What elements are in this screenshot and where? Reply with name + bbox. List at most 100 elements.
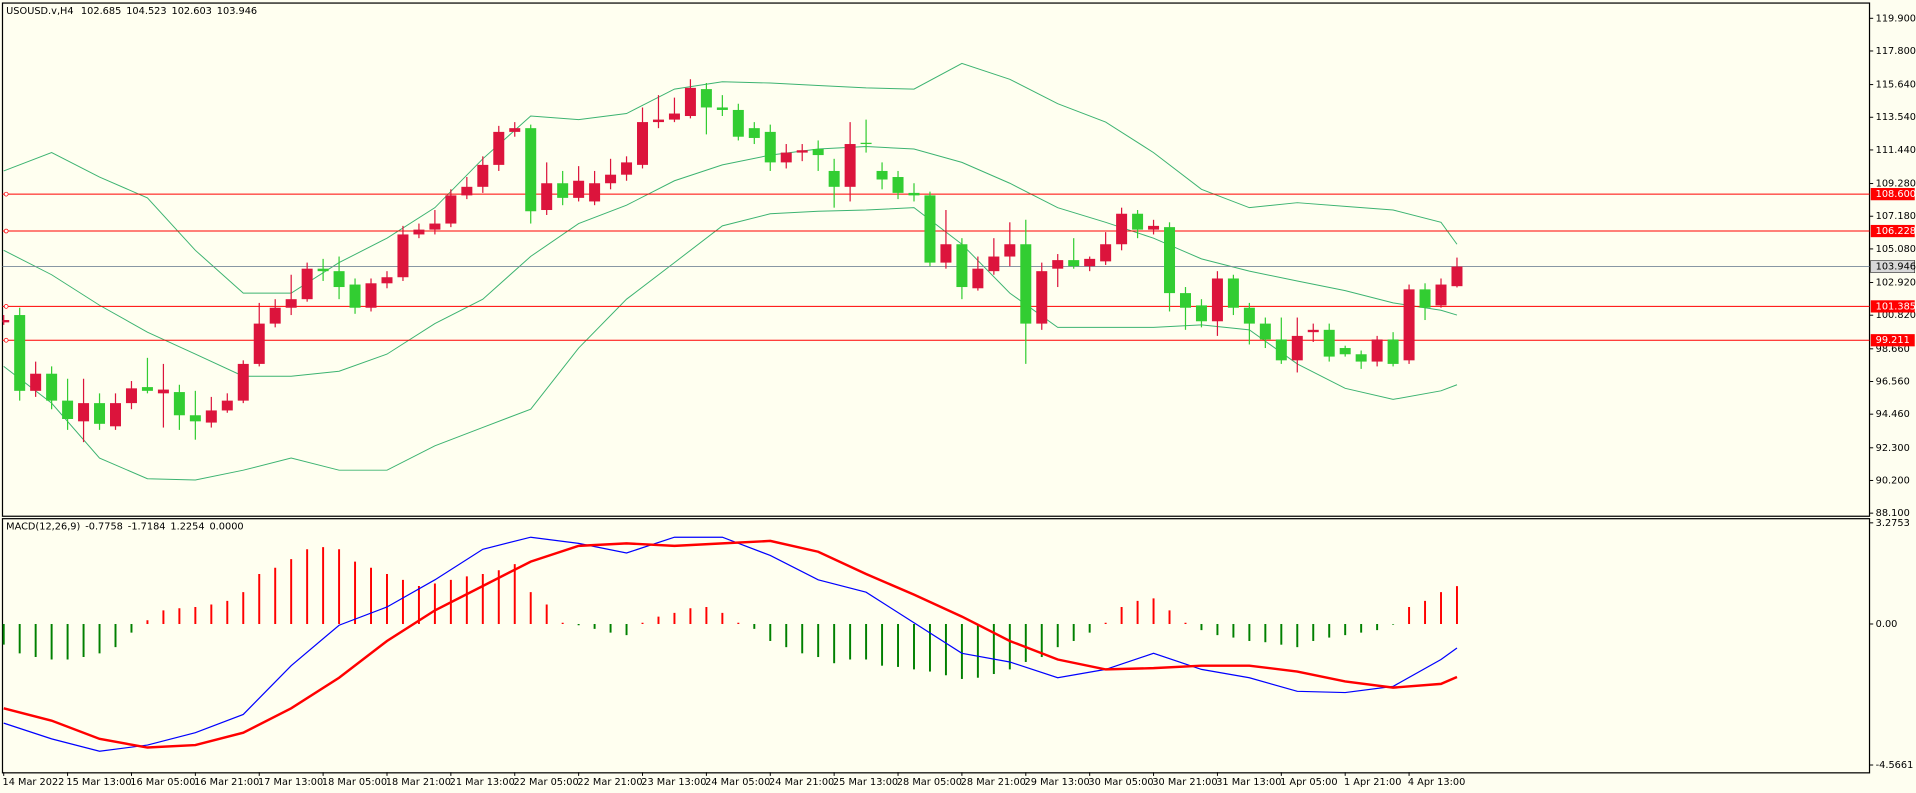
x-tick-label: 28 Mar 21:00 — [961, 777, 1026, 788]
macd-line — [3, 539, 1458, 749]
y-tick-label: 102.920 — [1876, 278, 1916, 289]
x-tick-label: 23 Mar 13:00 — [641, 777, 706, 788]
candle-body — [1339, 348, 1351, 355]
candle-body — [173, 392, 185, 416]
y-tick-label: 119.900 — [1876, 13, 1916, 24]
level-handle — [3, 337, 9, 343]
macd-line — [3, 536, 1458, 752]
x-tick-label: 15 Mar 13:00 — [66, 777, 131, 788]
candle-body — [621, 162, 633, 175]
candle-body — [589, 183, 601, 202]
candle-body — [237, 363, 249, 401]
candle-body — [285, 299, 297, 308]
y-tick-label: 107.180 — [1876, 211, 1916, 222]
candle-body — [764, 131, 776, 163]
band-line — [3, 207, 1458, 481]
candle-body — [1419, 289, 1431, 308]
candle-body — [684, 87, 696, 117]
candle-body — [205, 410, 217, 423]
candle-body — [780, 152, 792, 163]
candle-body — [317, 268, 329, 272]
level-label-box — [1870, 188, 1915, 201]
candle-body — [652, 119, 664, 123]
candle-body — [2, 320, 10, 323]
candle-body — [573, 180, 585, 198]
candle-body — [1116, 213, 1128, 245]
candle-body — [253, 323, 265, 364]
level-label-box — [1870, 300, 1915, 313]
y-tick-label: 111.440 — [1876, 145, 1916, 156]
y-tick-label: 100.820 — [1876, 310, 1916, 321]
x-tick-label: 1 Apr 05:00 — [1280, 777, 1337, 788]
candle-body — [125, 388, 137, 404]
y-tick-label: 117.800 — [1876, 46, 1916, 57]
level-label-box — [1870, 334, 1915, 347]
candle-body — [988, 256, 1000, 272]
candle-body — [1243, 307, 1255, 324]
candle-body — [1020, 244, 1032, 324]
candle-body — [605, 174, 617, 184]
candle-body — [828, 170, 840, 187]
price-header: USOUSD.v,H4 102.685 104.523 102.603 103.946 — [6, 6, 257, 17]
band-line — [3, 62, 1458, 294]
candle-body — [812, 149, 824, 156]
candle-body — [525, 128, 537, 212]
price-pane — [1, 2, 1871, 517]
x-tick-label: 24 Mar 21:00 — [769, 777, 834, 788]
y-tick-label: 98.660 — [1876, 344, 1910, 355]
x-tick-label: 24 Mar 05:00 — [705, 777, 770, 788]
candle-body — [78, 403, 90, 422]
y-tick-label: 0.00 — [1876, 619, 1898, 630]
x-tick-label: 4 Apr 13:00 — [1408, 777, 1465, 788]
readout: -0.7758 — [85, 522, 123, 533]
candle-body — [956, 244, 968, 288]
x-tick-label: 22 Mar 21:00 — [577, 777, 642, 788]
y-tick-label: 88.100 — [1876, 508, 1910, 519]
candle-body — [1227, 278, 1239, 308]
candle-body — [557, 183, 569, 198]
y-tick-label: 96.560 — [1876, 376, 1910, 387]
candle-body — [1148, 225, 1160, 230]
x-tick-label: 18 Mar 21:00 — [386, 777, 451, 788]
level-label: 108.600 — [1876, 189, 1916, 200]
candle-body — [1132, 213, 1144, 230]
candle-body — [477, 164, 489, 187]
candle-body — [14, 315, 26, 391]
symbol-title: USOUSD.v,H4 — [6, 6, 73, 17]
candle-body — [1403, 289, 1415, 361]
candle-body — [860, 142, 872, 145]
price-label: 103.946 — [1876, 262, 1916, 273]
candle-body — [1259, 323, 1271, 340]
candle-body — [1036, 271, 1048, 324]
candle-body — [637, 122, 649, 165]
candle-body — [1371, 339, 1383, 362]
candle-body — [1164, 227, 1176, 294]
candle-body — [493, 131, 505, 165]
candle-body — [141, 387, 153, 391]
candle-body — [1451, 266, 1463, 287]
candle-body — [1291, 335, 1303, 361]
y-tick-label: 92.300 — [1876, 443, 1910, 454]
candle-body — [876, 170, 888, 180]
x-tick-label: 14 Mar 2022 — [2, 777, 64, 788]
readout: 0.0000 — [209, 522, 243, 533]
candle-body — [429, 223, 441, 230]
candle-body — [157, 389, 169, 394]
y-tick-label: 105.080 — [1876, 244, 1916, 255]
candle-body — [1211, 278, 1223, 322]
band-line — [3, 146, 1458, 377]
macd-plot — [2, 536, 1458, 752]
candle-body — [221, 400, 233, 411]
readout: -1.7184 — [128, 522, 166, 533]
candle-body — [397, 234, 409, 278]
candle-body — [732, 109, 744, 137]
candle-body — [509, 128, 521, 132]
candle-body — [1195, 305, 1207, 322]
macd-pane — [1, 518, 1871, 774]
candle-body — [269, 307, 281, 324]
candle-body — [1004, 244, 1016, 257]
x-tick-label: 30 Mar 21:00 — [1152, 777, 1217, 788]
candle-body — [1307, 329, 1319, 333]
y-tick-label: 113.540 — [1876, 112, 1916, 123]
